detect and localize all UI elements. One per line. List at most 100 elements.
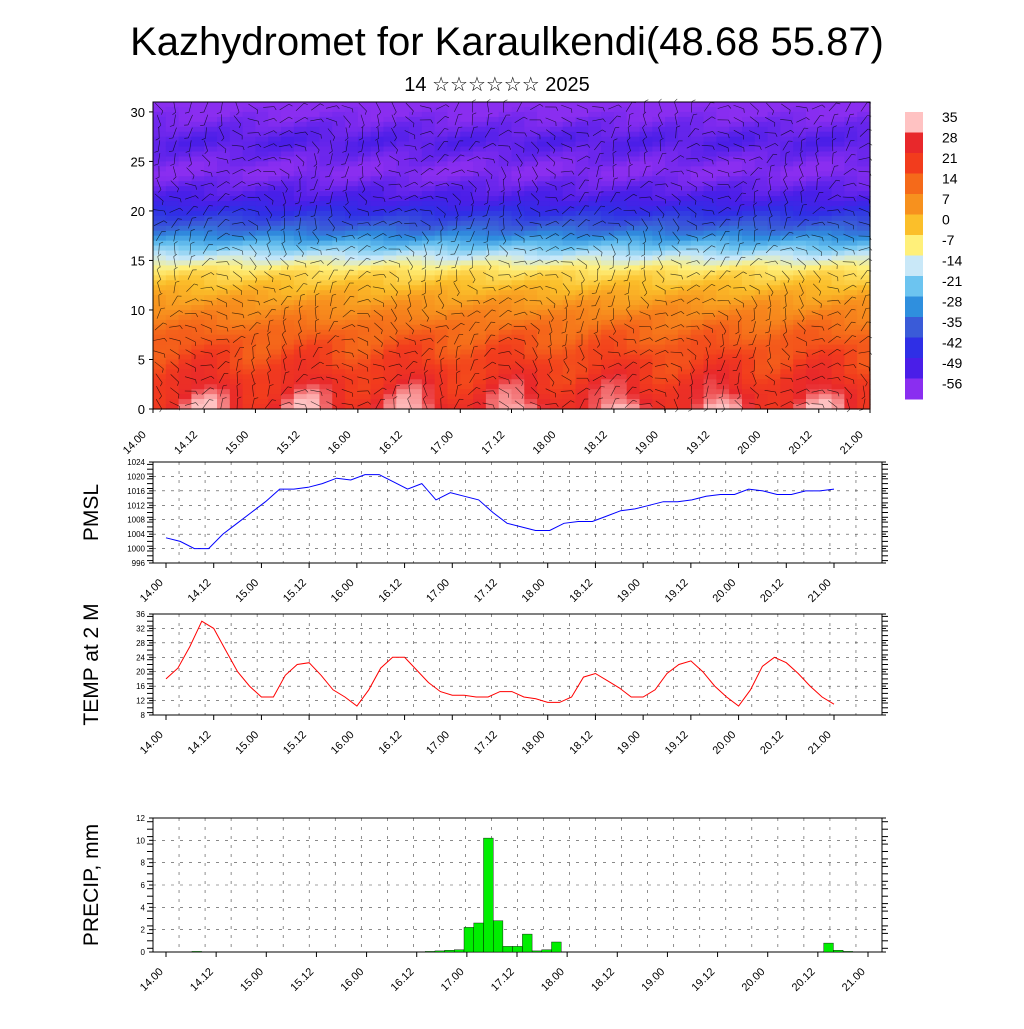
heatmap-cell	[281, 335, 294, 341]
heatmap-cell	[486, 152, 499, 158]
heatmap-cell	[704, 112, 717, 118]
heatmap-cell	[396, 236, 409, 242]
heatmap-cell	[473, 166, 486, 172]
heatmap-cell	[217, 379, 230, 385]
heatmap-cell	[294, 280, 307, 286]
heatmap-cell	[486, 320, 499, 326]
heatmap-cell	[243, 176, 256, 182]
heatmap-cell	[832, 290, 845, 296]
heatmap-cell	[268, 256, 281, 262]
heatmap-cell	[793, 340, 806, 346]
heatmap-cell	[473, 340, 486, 346]
heatmap-cell	[819, 246, 832, 252]
heatmap-cell	[512, 384, 525, 390]
heatmap-cell	[447, 270, 460, 276]
heatmap-cell	[729, 186, 742, 192]
heatmap-cell	[588, 384, 601, 390]
heatmap-cell	[768, 127, 781, 133]
heatmap-cell	[243, 137, 256, 143]
heatmap-cell	[166, 117, 179, 123]
heatmap-cell	[230, 147, 243, 153]
heatmap-cell	[473, 300, 486, 306]
heatmap-cell	[512, 280, 525, 286]
heatmap-cell	[678, 394, 691, 400]
heatmap-cell	[281, 171, 294, 177]
heatmap-cell	[166, 374, 179, 380]
heatmap-cell	[166, 345, 179, 351]
heatmap-cell	[652, 310, 665, 316]
heatmap-cell	[358, 147, 371, 153]
heatmap-cell	[844, 186, 857, 192]
heatmap-cell	[563, 295, 576, 301]
heatmap-cell	[166, 305, 179, 311]
heatmap-cell	[383, 260, 396, 266]
heatmap-cell	[383, 275, 396, 281]
heatmap-cell	[601, 147, 614, 153]
heatmap-cell	[486, 275, 499, 281]
heatmap-cell	[217, 265, 230, 271]
heatmap-cell	[396, 211, 409, 217]
heatmap-cell	[678, 325, 691, 331]
heatmap-cell	[678, 355, 691, 361]
heatmap-cell	[588, 325, 601, 331]
heatmap-cell	[166, 369, 179, 375]
heatmap-cell	[665, 246, 678, 252]
heatmap-cell	[268, 310, 281, 316]
heatmap-cell	[473, 127, 486, 133]
heatmap-cell	[153, 330, 166, 336]
heatmap-cell	[371, 300, 384, 306]
heatmap-cell	[268, 137, 281, 143]
heatmap-cell	[396, 345, 409, 351]
heatmap-cell	[819, 127, 832, 133]
heatmap-cell	[191, 107, 204, 113]
heatmap-cell	[832, 186, 845, 192]
heatmap-cell	[640, 300, 653, 306]
heatmap-cell	[857, 251, 870, 257]
heatmap-cell	[294, 127, 307, 133]
heatmap-cell	[844, 127, 857, 133]
heatmap-cell	[447, 340, 460, 346]
heatmap-cell	[460, 117, 473, 123]
heatmap-cell	[319, 256, 332, 262]
heatmap-cell	[345, 260, 358, 266]
heatmap-cell	[793, 122, 806, 128]
heatmap-cell	[422, 256, 435, 262]
heatmap-cell	[857, 137, 870, 143]
heatmap-cell	[601, 221, 614, 227]
heatmap-cell	[191, 132, 204, 138]
heatmap-cell	[217, 216, 230, 222]
heatmap-cell	[166, 137, 179, 143]
heatmap-cell	[191, 246, 204, 252]
heatmap-cell	[332, 399, 345, 405]
heatmap-cell	[742, 152, 755, 158]
heatmap-cell	[601, 355, 614, 361]
heatmap-cell	[665, 345, 678, 351]
heatmap-cell	[588, 142, 601, 148]
heatmap-cell	[524, 231, 537, 237]
heatmap-cell	[652, 295, 665, 301]
heatmap-cell	[729, 216, 742, 222]
heatmap-cell	[307, 369, 320, 375]
heatmap-cell	[460, 345, 473, 351]
heatmap-cell	[857, 325, 870, 331]
heatmap-cell	[588, 181, 601, 187]
heatmap-cell	[383, 161, 396, 167]
heatmap-cell	[473, 260, 486, 266]
heatmap-cell	[307, 275, 320, 281]
heatmap-cell	[665, 216, 678, 222]
heatmap-cell	[742, 142, 755, 148]
heatmap-cell	[166, 265, 179, 271]
heatmap-cell	[806, 161, 819, 167]
heatmap-cell	[153, 295, 166, 301]
heatmap-cell	[691, 216, 704, 222]
heatmap-cell	[371, 399, 384, 405]
heatmap-cell	[768, 320, 781, 326]
heatmap-cell	[678, 241, 691, 247]
heatmap-cell	[665, 186, 678, 192]
heatmap-cell	[255, 256, 268, 262]
heatmap-cell	[524, 196, 537, 202]
heatmap-cell	[614, 399, 627, 405]
heatmap-cell	[345, 355, 358, 361]
heatmap-cell	[460, 359, 473, 365]
heatmap-cell	[422, 161, 435, 167]
